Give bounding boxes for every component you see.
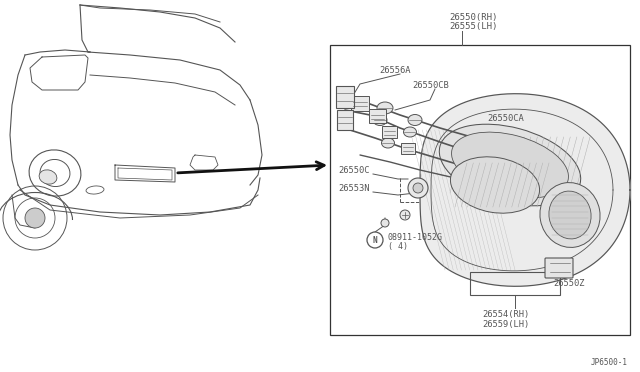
Ellipse shape — [403, 127, 417, 137]
Text: JP6500-1: JP6500-1 — [591, 358, 628, 367]
Circle shape — [25, 208, 45, 228]
Circle shape — [408, 178, 428, 198]
Ellipse shape — [549, 191, 591, 239]
FancyBboxPatch shape — [337, 110, 353, 130]
Text: 26550Z: 26550Z — [553, 279, 584, 288]
Ellipse shape — [373, 115, 387, 125]
Text: 26559(LH): 26559(LH) — [483, 321, 530, 330]
Circle shape — [367, 232, 383, 248]
FancyBboxPatch shape — [545, 258, 573, 278]
Text: 26550(RH): 26550(RH) — [449, 13, 497, 22]
FancyBboxPatch shape — [336, 86, 354, 108]
Text: 26550C: 26550C — [338, 166, 369, 174]
Bar — [401, 142, 415, 154]
Text: 26554(RH): 26554(RH) — [483, 311, 530, 320]
Bar — [470, 272, 560, 295]
Text: 26550CB: 26550CB — [412, 80, 449, 90]
Ellipse shape — [439, 124, 580, 206]
Circle shape — [381, 219, 389, 227]
Circle shape — [400, 210, 410, 220]
Text: 08911-1052G: 08911-1052G — [388, 232, 443, 241]
Text: 26550CA: 26550CA — [487, 113, 524, 122]
Text: 26555(LH): 26555(LH) — [449, 22, 497, 31]
Bar — [383, 126, 397, 138]
Bar — [330, 45, 630, 335]
Circle shape — [413, 183, 423, 193]
Ellipse shape — [381, 138, 394, 148]
Ellipse shape — [408, 115, 422, 125]
Ellipse shape — [39, 170, 57, 184]
Ellipse shape — [377, 102, 393, 114]
Text: ( 4): ( 4) — [388, 243, 408, 251]
Text: 26556A: 26556A — [379, 65, 410, 74]
Ellipse shape — [540, 183, 600, 247]
Polygon shape — [420, 94, 630, 286]
Text: 26553N: 26553N — [338, 183, 369, 192]
Bar — [351, 96, 369, 110]
Ellipse shape — [452, 132, 568, 198]
Text: N: N — [372, 235, 378, 244]
Bar — [369, 109, 387, 123]
Ellipse shape — [451, 157, 540, 213]
